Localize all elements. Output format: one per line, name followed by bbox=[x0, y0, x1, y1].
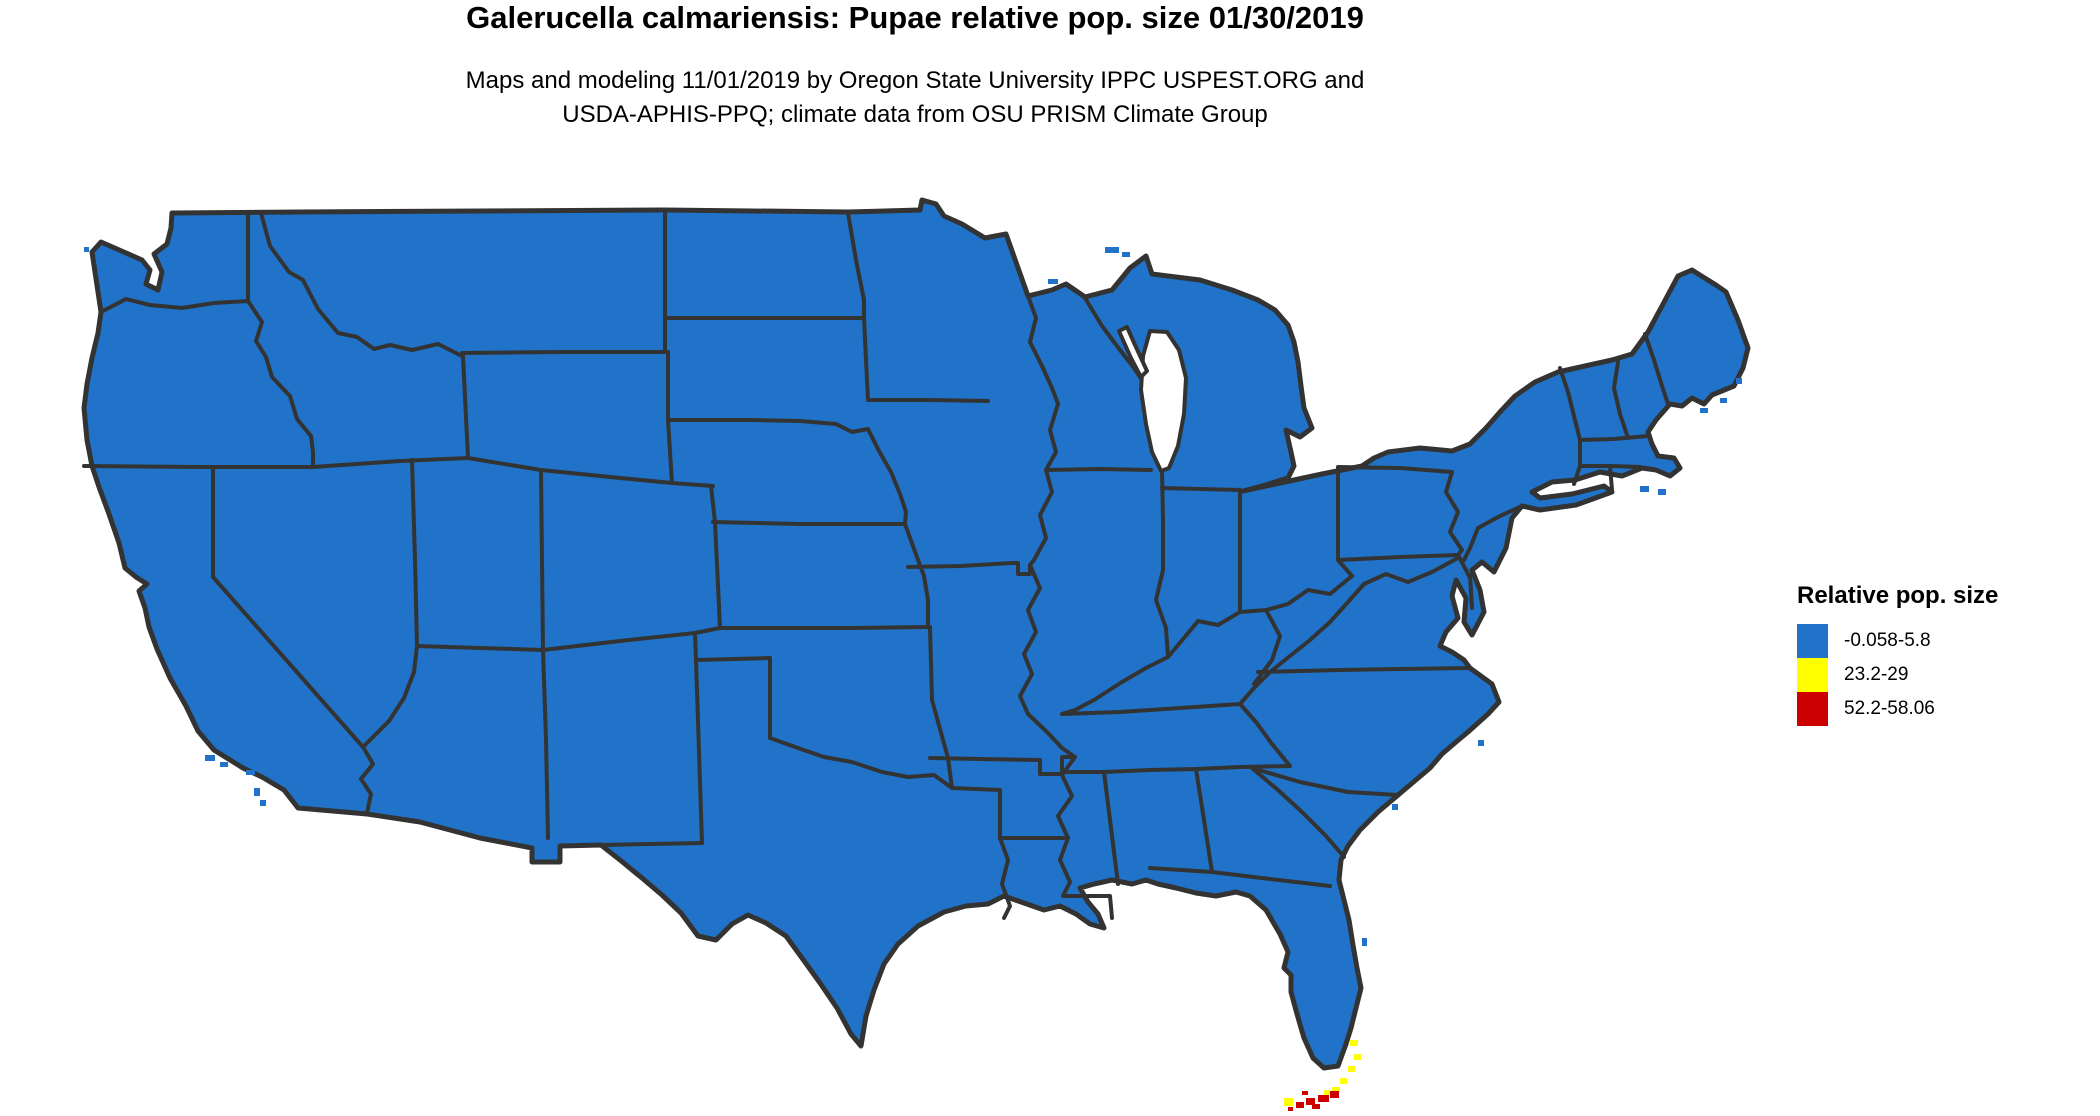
green-bay bbox=[1117, 325, 1149, 379]
map-subtitle: Maps and modeling 11/01/2019 by Oregon S… bbox=[0, 64, 1830, 132]
legend-label-low: -0.058-5.8 bbox=[1844, 630, 1931, 651]
coastal-island-specks bbox=[84, 247, 1742, 946]
header: Galerucella calmariensis: Pupae relative… bbox=[0, 0, 1830, 132]
legend-label-high: 52.2-58.06 bbox=[1844, 698, 1935, 719]
legend: Relative pop. size -0.058-5.8 23.2-29 52… bbox=[1797, 582, 2077, 726]
legend-swatch-high bbox=[1797, 692, 1828, 726]
subtitle-line-2: USDA-APHIS-PPQ; climate data from OSU PR… bbox=[562, 101, 1268, 128]
map-title: Galerucella calmariensis: Pupae relative… bbox=[466, 0, 1364, 35]
legend-swatch-mid bbox=[1797, 658, 1828, 692]
florida-keys-high-cells bbox=[1288, 1091, 1339, 1111]
legend-swatch-low bbox=[1797, 624, 1828, 658]
lake-michigan bbox=[1139, 329, 1188, 473]
subtitle-line-1: Maps and modeling 11/01/2019 by Oregon S… bbox=[465, 67, 1365, 94]
legend-label-mid: 23.2-29 bbox=[1844, 664, 1909, 685]
legend-item-high: 52.2-58.06 bbox=[1797, 692, 2077, 726]
state-borders bbox=[82, 211, 1670, 920]
legend-item-mid: 23.2-29 bbox=[1797, 658, 2077, 692]
florida-keys-mid-cells bbox=[1284, 1040, 1361, 1106]
legend-title: Relative pop. size bbox=[1797, 582, 1999, 609]
legend-item-low: -0.058-5.8 bbox=[1797, 624, 2077, 658]
